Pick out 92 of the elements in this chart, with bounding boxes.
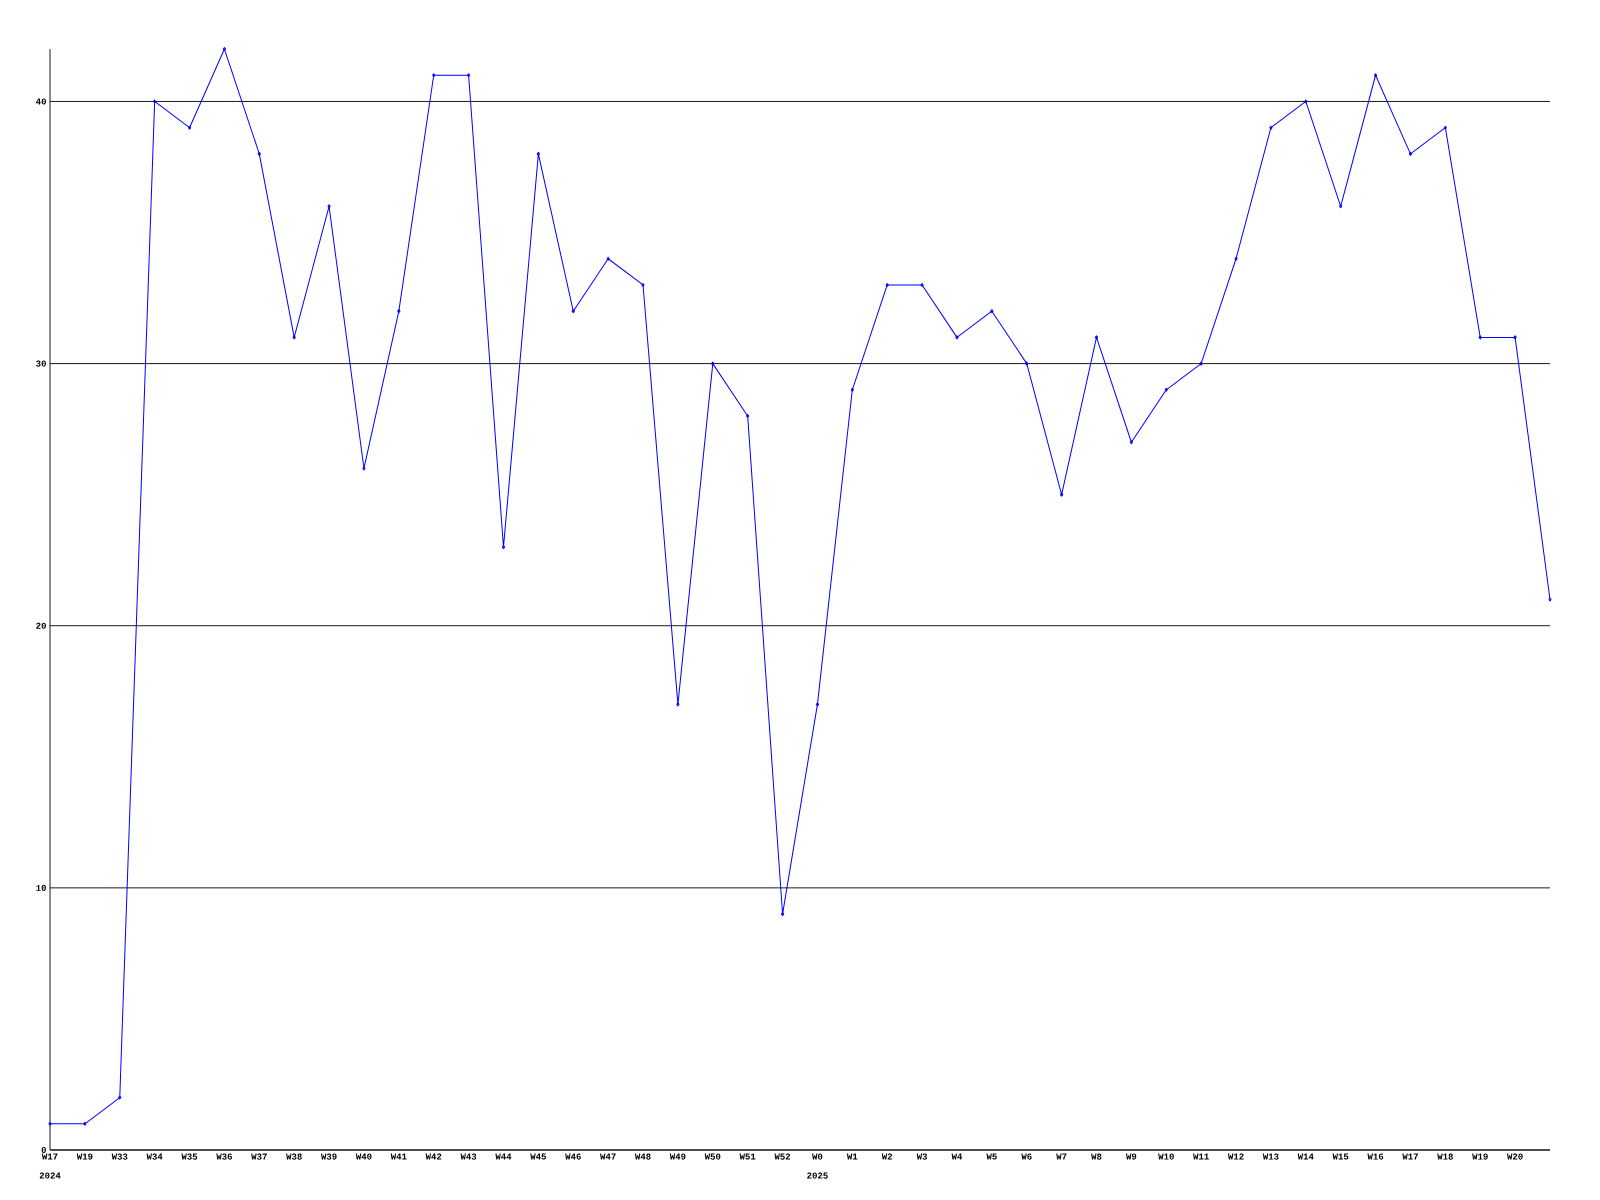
point	[1443, 125, 1447, 130]
x-tick-label: W34	[146, 1153, 163, 1160]
x-tick-label: W35	[181, 1153, 198, 1160]
x-tick-label: W7	[1056, 1153, 1067, 1160]
x-tick-label: W19	[1472, 1153, 1488, 1160]
x-tick-label: W36	[216, 1153, 233, 1160]
point	[606, 256, 610, 261]
point	[885, 282, 889, 287]
x-tick-label: W8	[1091, 1153, 1102, 1160]
x-tick-label: W11	[1193, 1153, 1209, 1160]
x-tick-label: W46	[565, 1153, 581, 1160]
x-tick-label: W42	[425, 1153, 442, 1160]
point	[1339, 204, 1343, 209]
point	[257, 151, 261, 156]
x-tick-label: W39	[320, 1153, 337, 1160]
point	[1094, 335, 1099, 340]
x-tick-label: W9	[1125, 1153, 1137, 1160]
point	[571, 309, 575, 314]
x-tick-label: W47	[600, 1153, 616, 1160]
point	[780, 912, 785, 917]
point	[676, 702, 680, 707]
point	[1164, 387, 1168, 392]
text: 2024	[39, 1172, 61, 1179]
y-tick-label: 0	[41, 1146, 46, 1154]
x-tick-label: W13	[1262, 1153, 1279, 1160]
x-tick-label: W43	[460, 1153, 477, 1160]
point	[1199, 361, 1203, 366]
x-tick-label: W44	[495, 1153, 512, 1160]
point	[153, 99, 157, 104]
point	[83, 1121, 87, 1126]
x-tick-label: W16	[1367, 1153, 1384, 1160]
point	[850, 387, 854, 392]
x-tick-label: W17	[41, 1153, 58, 1160]
x-tick-label: W38	[286, 1153, 302, 1160]
y-tick-label: 40	[35, 98, 46, 105]
x-tick-label: W45	[530, 1153, 547, 1160]
point	[815, 702, 820, 707]
point	[187, 125, 192, 130]
point	[1304, 99, 1308, 104]
x-tick-label: W49	[669, 1153, 686, 1160]
point	[990, 309, 994, 314]
x-tick-label: W12	[1227, 1153, 1244, 1160]
point	[118, 1095, 122, 1100]
point	[397, 309, 401, 314]
x-tick-label: W50	[704, 1153, 721, 1160]
point	[501, 545, 506, 550]
x-tick-label: W6	[1021, 1153, 1032, 1160]
x-tick-label: W40	[355, 1153, 372, 1160]
point	[432, 73, 436, 78]
y-tick-label: 10	[36, 884, 46, 891]
x-tick-label: W19	[76, 1153, 93, 1160]
point	[1234, 256, 1238, 261]
x-tick-label: W33	[111, 1153, 128, 1160]
point	[711, 361, 715, 366]
point	[536, 151, 540, 156]
x-tick-label: W20	[1507, 1153, 1523, 1160]
x-tick-label: W1	[846, 1153, 858, 1160]
x-tick-label: W5	[986, 1153, 997, 1160]
point	[222, 47, 227, 52]
point	[292, 335, 296, 340]
x-tick-label: W0	[812, 1153, 823, 1160]
text: 2025	[807, 1172, 828, 1179]
x-tick-label: W2	[881, 1153, 893, 1160]
x-tick-label: W18	[1437, 1153, 1453, 1160]
point	[362, 466, 366, 471]
point	[1478, 335, 1482, 340]
x-tick-label: W48	[634, 1153, 651, 1160]
x-tick-label: W4	[951, 1153, 963, 1160]
x-tick-label: W41	[390, 1153, 407, 1160]
x-tick-label: W10	[1158, 1153, 1174, 1160]
y-tick-label: 30	[36, 360, 46, 367]
x-tick-label: W14	[1297, 1153, 1314, 1160]
point	[746, 414, 750, 419]
x-tick-label: W37	[251, 1153, 267, 1160]
point	[1373, 73, 1378, 78]
point	[1129, 440, 1134, 445]
x-tick-label: W17	[1402, 1153, 1418, 1160]
x-tick-label: W51	[739, 1153, 756, 1160]
x-tick-label: W15	[1332, 1153, 1349, 1160]
point	[920, 282, 924, 287]
point	[1513, 335, 1517, 340]
point	[1269, 125, 1273, 130]
x-tick-label: W52	[774, 1153, 791, 1160]
point	[1060, 492, 1064, 497]
point	[327, 204, 331, 209]
point	[1408, 151, 1413, 156]
point	[641, 282, 645, 287]
x-tick-label: W3	[916, 1153, 928, 1160]
y-tick-label: 20	[36, 622, 46, 629]
point	[466, 73, 471, 78]
point	[955, 335, 959, 340]
point	[1025, 361, 1029, 366]
